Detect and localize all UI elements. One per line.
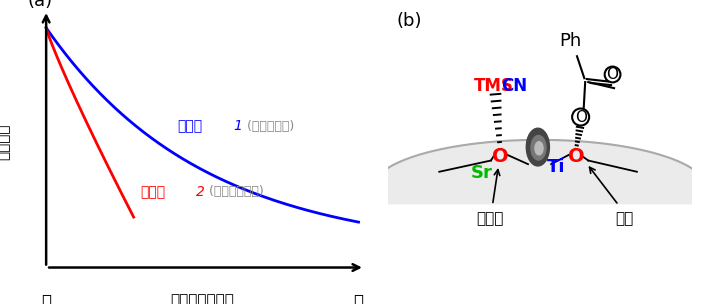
Text: CN: CN <box>501 77 527 95</box>
Circle shape <box>572 109 589 126</box>
Text: 酸点: 酸点 <box>616 211 634 226</box>
Text: 少: 少 <box>41 293 51 304</box>
Text: Sr: Sr <box>471 164 493 182</box>
Ellipse shape <box>531 136 546 160</box>
Ellipse shape <box>535 142 543 155</box>
Text: 塩基点: 塩基点 <box>476 211 503 226</box>
Text: O: O <box>492 147 508 166</box>
Text: (塩基点を阔害): (塩基点を阔害) <box>205 185 264 198</box>
Text: TMS: TMS <box>474 77 514 95</box>
Text: 添加剤: 添加剤 <box>140 185 165 199</box>
Polygon shape <box>364 140 710 204</box>
Text: (b): (b) <box>397 12 422 30</box>
Circle shape <box>605 67 621 82</box>
Text: 反応活性: 反応活性 <box>0 123 10 160</box>
Text: Ph: Ph <box>559 32 581 50</box>
Text: O: O <box>606 67 618 82</box>
Text: (a): (a) <box>28 0 53 10</box>
Text: 2: 2 <box>196 185 205 199</box>
Text: O: O <box>574 109 586 125</box>
Text: (酸点を阔害): (酸点を阔害) <box>243 120 294 133</box>
Text: O: O <box>568 147 584 166</box>
Text: Ti: Ti <box>547 158 566 176</box>
Text: 添加剤: 添加剤 <box>178 119 202 133</box>
Text: 多: 多 <box>354 293 364 304</box>
Ellipse shape <box>526 128 550 166</box>
Text: 添加剤の添加量: 添加剤の添加量 <box>170 293 234 304</box>
Text: 1: 1 <box>234 119 243 133</box>
